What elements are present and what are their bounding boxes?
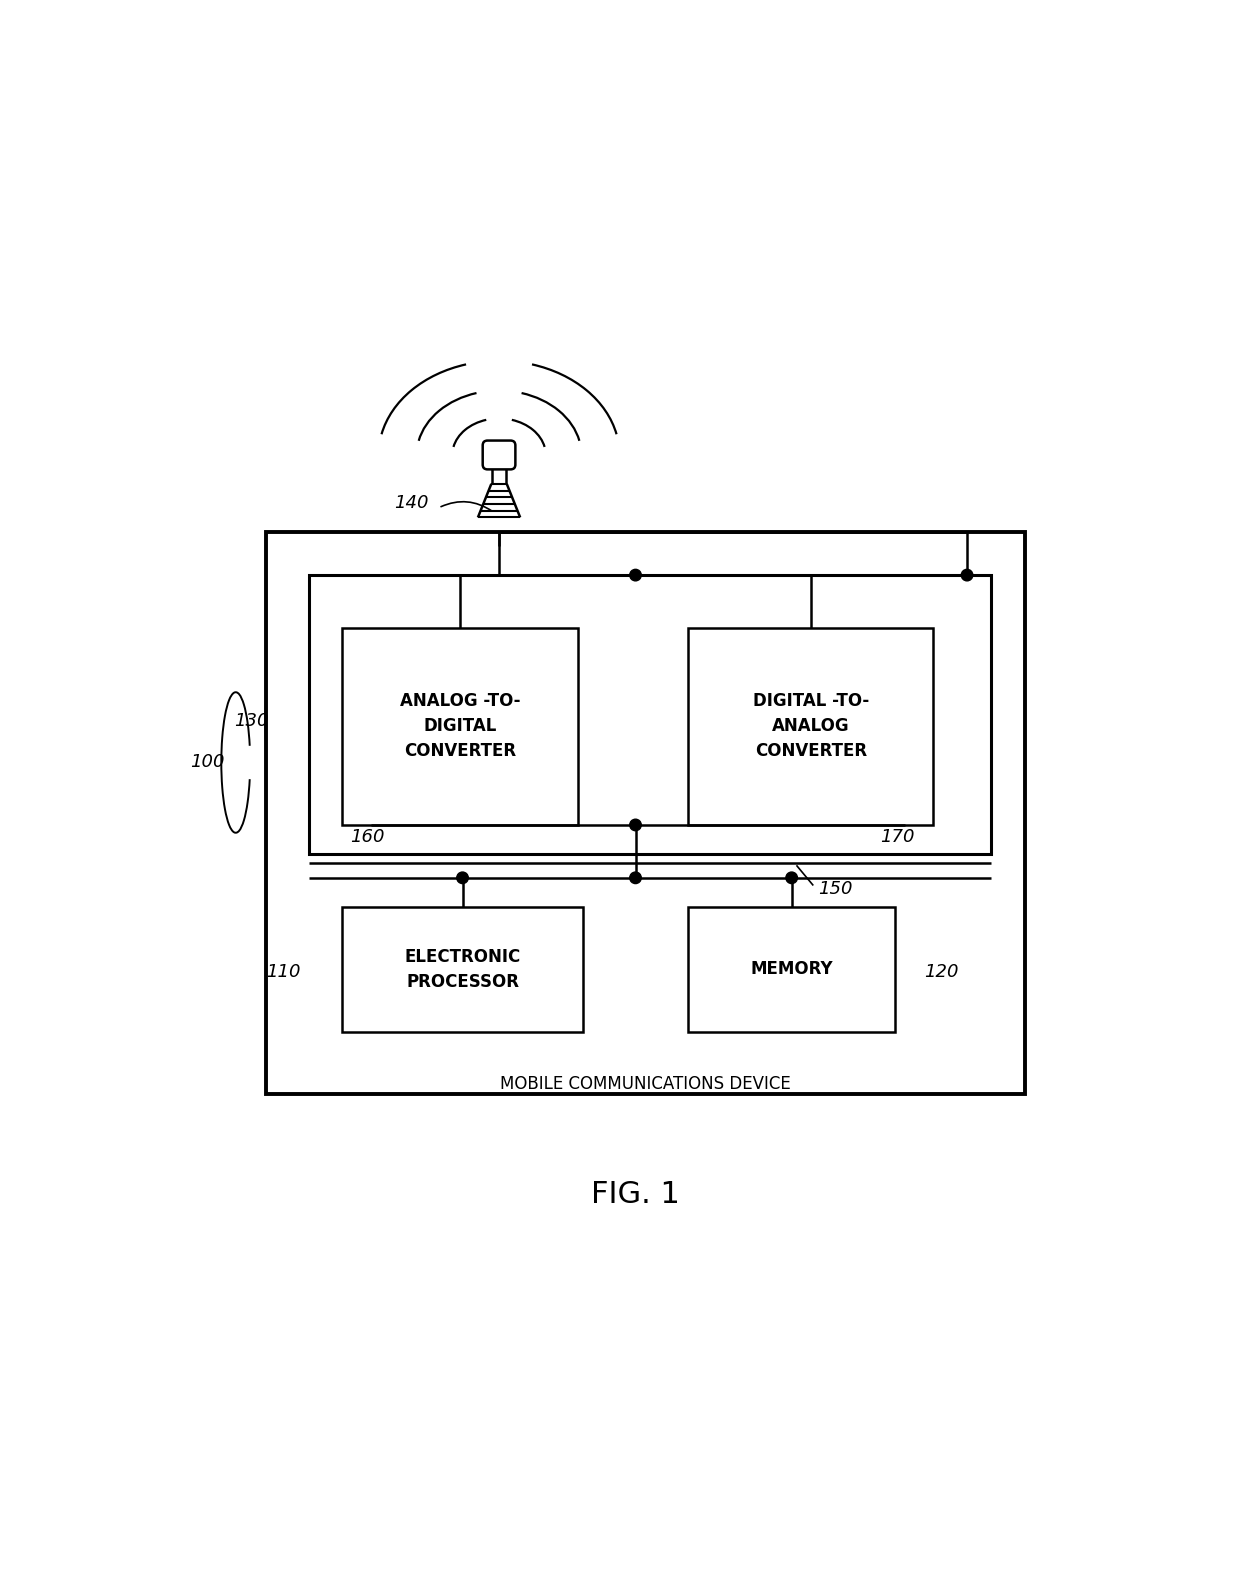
Text: ELECTRONIC
PROCESSOR: ELECTRONIC PROCESSOR <box>404 947 521 991</box>
Bar <box>265 531 1024 1094</box>
Bar <box>688 907 895 1031</box>
Text: ANALOG -TO-
DIGITAL
CONVERTER: ANALOG -TO- DIGITAL CONVERTER <box>399 693 521 760</box>
Text: 170: 170 <box>879 828 914 847</box>
Bar <box>309 576 991 853</box>
Text: DIGITAL -TO-
ANALOG
CONVERTER: DIGITAL -TO- ANALOG CONVERTER <box>753 693 869 760</box>
Text: 140: 140 <box>394 493 429 512</box>
Text: 160: 160 <box>350 828 384 847</box>
Circle shape <box>961 569 973 580</box>
Circle shape <box>786 872 797 883</box>
Bar <box>342 628 578 825</box>
Circle shape <box>456 872 469 883</box>
Text: 150: 150 <box>818 880 853 898</box>
Circle shape <box>630 872 641 883</box>
Bar <box>688 628 934 825</box>
Text: MEMORY: MEMORY <box>750 960 833 979</box>
Text: 130: 130 <box>234 712 268 730</box>
Text: 120: 120 <box>924 963 959 982</box>
Text: 110: 110 <box>267 963 301 982</box>
Bar <box>342 907 583 1031</box>
Text: FIG. 1: FIG. 1 <box>591 1180 680 1210</box>
Circle shape <box>630 569 641 580</box>
Circle shape <box>630 820 641 831</box>
Text: MOBILE COMMUNICATIONS DEVICE: MOBILE COMMUNICATIONS DEVICE <box>500 1075 790 1093</box>
FancyBboxPatch shape <box>482 441 516 469</box>
Text: 100: 100 <box>190 753 224 771</box>
